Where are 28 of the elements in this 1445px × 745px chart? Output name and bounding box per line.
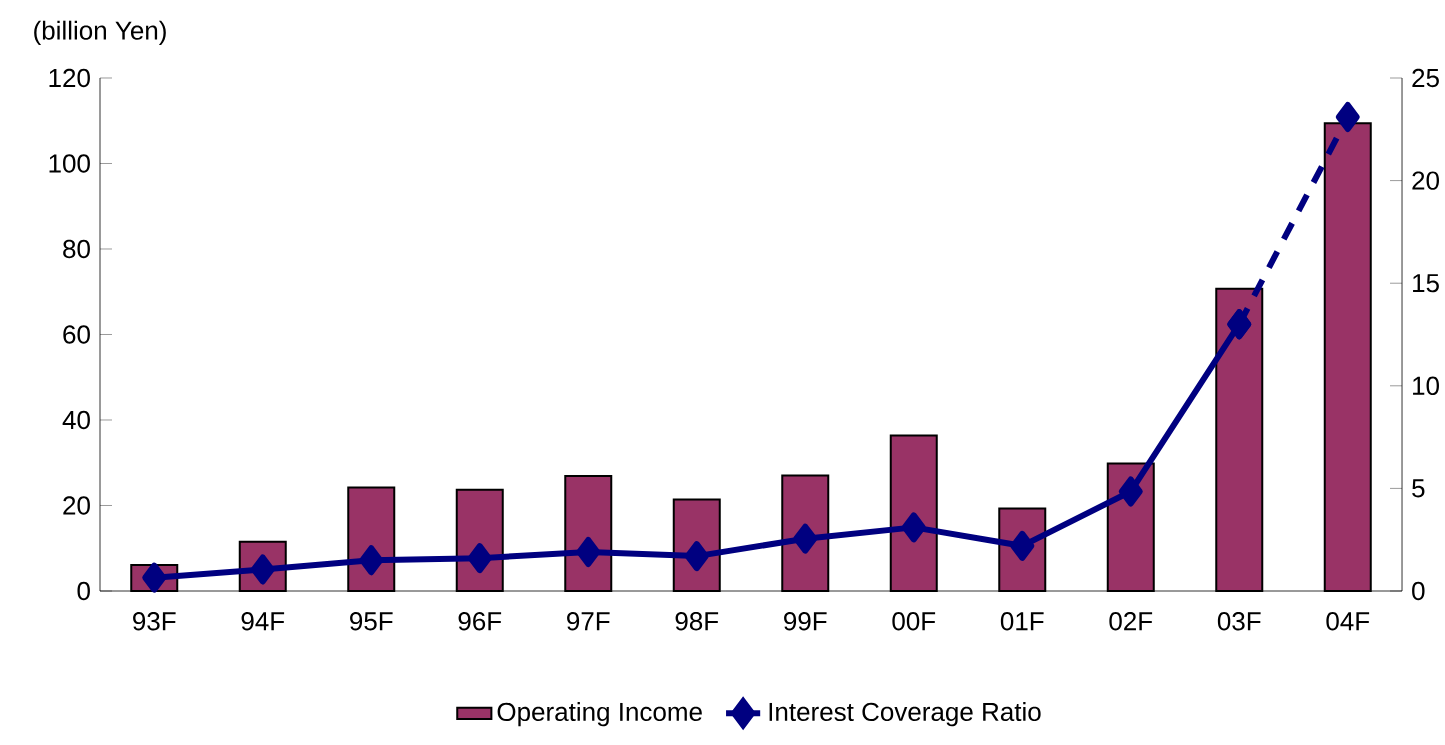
x-tick-label: 02F: [1109, 612, 1153, 631]
x-tick-label: 01F: [1000, 612, 1044, 631]
legend-label: Interest Coverage Ratio: [769, 701, 1041, 727]
x-tick-label: 93F: [133, 612, 176, 631]
y-tick-label: 80: [63, 239, 90, 259]
x-tick-label: 94F: [241, 612, 285, 631]
y-tick-label: 60: [63, 325, 90, 344]
y2-tick-label: 10: [1413, 376, 1439, 395]
x-tick-label: 03F: [1217, 612, 1261, 631]
y-tick-label: 20: [63, 496, 90, 515]
x-tick-label: 95F: [350, 612, 393, 631]
x-tick-label: 96F: [458, 612, 502, 631]
x-tick-label: 04F: [1326, 612, 1370, 631]
y2-tick-label: 25: [1412, 68, 1439, 88]
x-tick-label: 98F: [675, 612, 719, 631]
y2-tick-label: 20: [1412, 171, 1439, 190]
y2-tick-label: 15: [1413, 274, 1439, 293]
legend-label: Operating Income: [497, 701, 702, 727]
x-tick-label: 99F: [784, 612, 827, 631]
y-tick-label: 100: [49, 154, 90, 173]
y2-tick-label: 5: [1412, 479, 1425, 498]
y-tick-label: 40: [62, 410, 90, 430]
x-tick-label: 00F: [892, 612, 936, 631]
y2-tick-label: 0: [1412, 581, 1425, 601]
x-tick-label: 97F: [567, 612, 610, 631]
y-tick-label: 120: [49, 68, 90, 88]
y-tick-label: 0: [77, 581, 90, 601]
y-axis-title: (billion Yen): [34, 20, 166, 45]
